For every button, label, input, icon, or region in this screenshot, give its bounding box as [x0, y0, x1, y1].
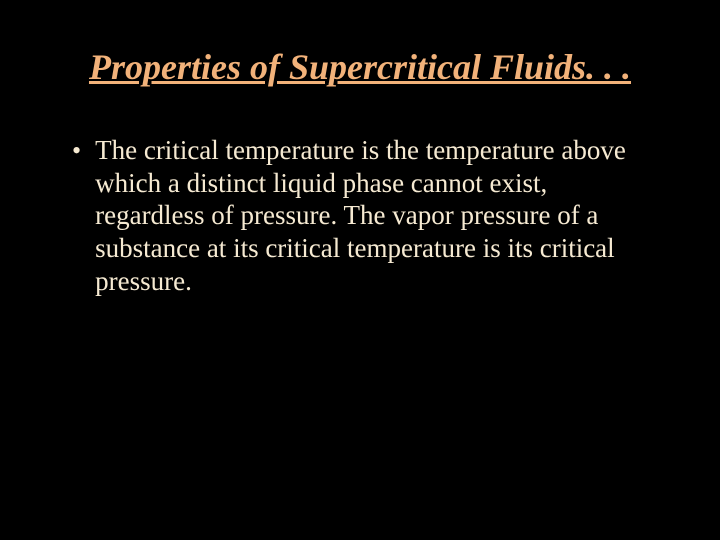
bullet-text: The critical temperature is the temperat… — [95, 134, 655, 299]
slide-title: Properties of Supercritical Fluids. . . — [60, 48, 660, 88]
bullet-item: • The critical temperature is the temper… — [60, 134, 660, 299]
slide: Properties of Supercritical Fluids. . . … — [0, 0, 720, 540]
bullet-marker: • — [72, 134, 81, 168]
